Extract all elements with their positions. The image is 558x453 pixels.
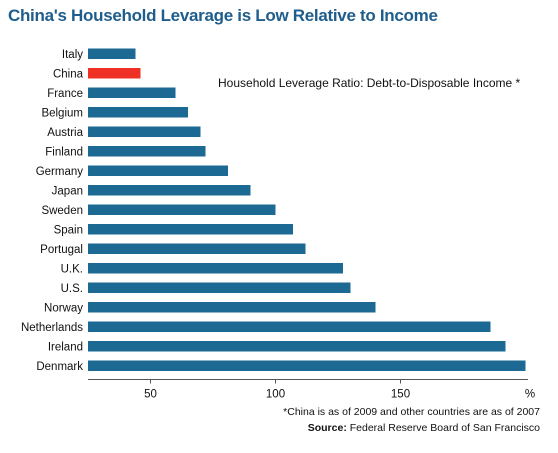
category-label-sweden: Sweden <box>41 205 83 217</box>
category-label-belgium: Belgium <box>41 107 83 119</box>
source-label: Source: <box>307 422 347 434</box>
bar-sweden <box>88 204 276 215</box>
footnote: *China is as of 2009 and other countries… <box>283 406 540 418</box>
bar-spain <box>88 224 293 235</box>
category-label-finland: Finland <box>45 146 83 158</box>
bar-belgium <box>88 107 188 118</box>
x-tick-label-100: 100 <box>266 389 285 401</box>
category-label-denmark: Denmark <box>36 361 83 373</box>
source-text: Federal Reserve Board of San Francisco <box>349 422 540 434</box>
bar-u-s <box>88 282 351 293</box>
bar-netherlands <box>88 321 491 332</box>
bar-portugal <box>88 243 306 254</box>
category-label-austria: Austria <box>47 127 83 139</box>
category-label-norway: Norway <box>44 302 83 314</box>
chart-title: China's Household Levarage is Low Relati… <box>8 6 438 25</box>
category-label-netherlands: Netherlands <box>21 322 83 334</box>
category-label-u-s: U.S. <box>61 283 83 295</box>
category-label-ireland: Ireland <box>48 341 83 353</box>
chart-subtitle: Household Leverage Ratio: Debt-to-Dispos… <box>218 76 520 90</box>
bar-austria <box>88 126 201 137</box>
bar-germany <box>88 165 228 176</box>
bar-norway <box>88 302 376 313</box>
x-unit-label: % <box>525 389 535 401</box>
category-label-portugal: Portugal <box>40 244 83 256</box>
bar-finland <box>88 146 206 157</box>
category-label-italy: Italy <box>62 49 83 61</box>
bar-china <box>88 68 141 79</box>
bar-italy <box>88 48 136 59</box>
category-label-spain: Spain <box>54 224 83 236</box>
category-label-u-k: U.K. <box>61 263 83 275</box>
bars <box>88 48 526 371</box>
bar-france <box>88 87 176 98</box>
category-label-france: France <box>47 88 83 100</box>
x-axis-ticks: 50 100 150 <box>144 379 410 401</box>
source-note: Source: Federal Reserve Board of San Fra… <box>308 422 540 434</box>
category-label-germany: Germany <box>36 166 84 178</box>
category-label-japan: Japan <box>52 185 83 197</box>
bar-denmark <box>88 360 526 371</box>
category-labels: Italy China France Belgium Austria Finland Ger… <box>21 49 84 373</box>
bar-u-k <box>88 263 343 274</box>
bar-japan <box>88 185 251 196</box>
category-label-china: China <box>53 68 84 80</box>
x-tick-label-50: 50 <box>144 389 157 401</box>
bar-ireland <box>88 341 506 352</box>
x-tick-label-150: 150 <box>391 389 410 401</box>
